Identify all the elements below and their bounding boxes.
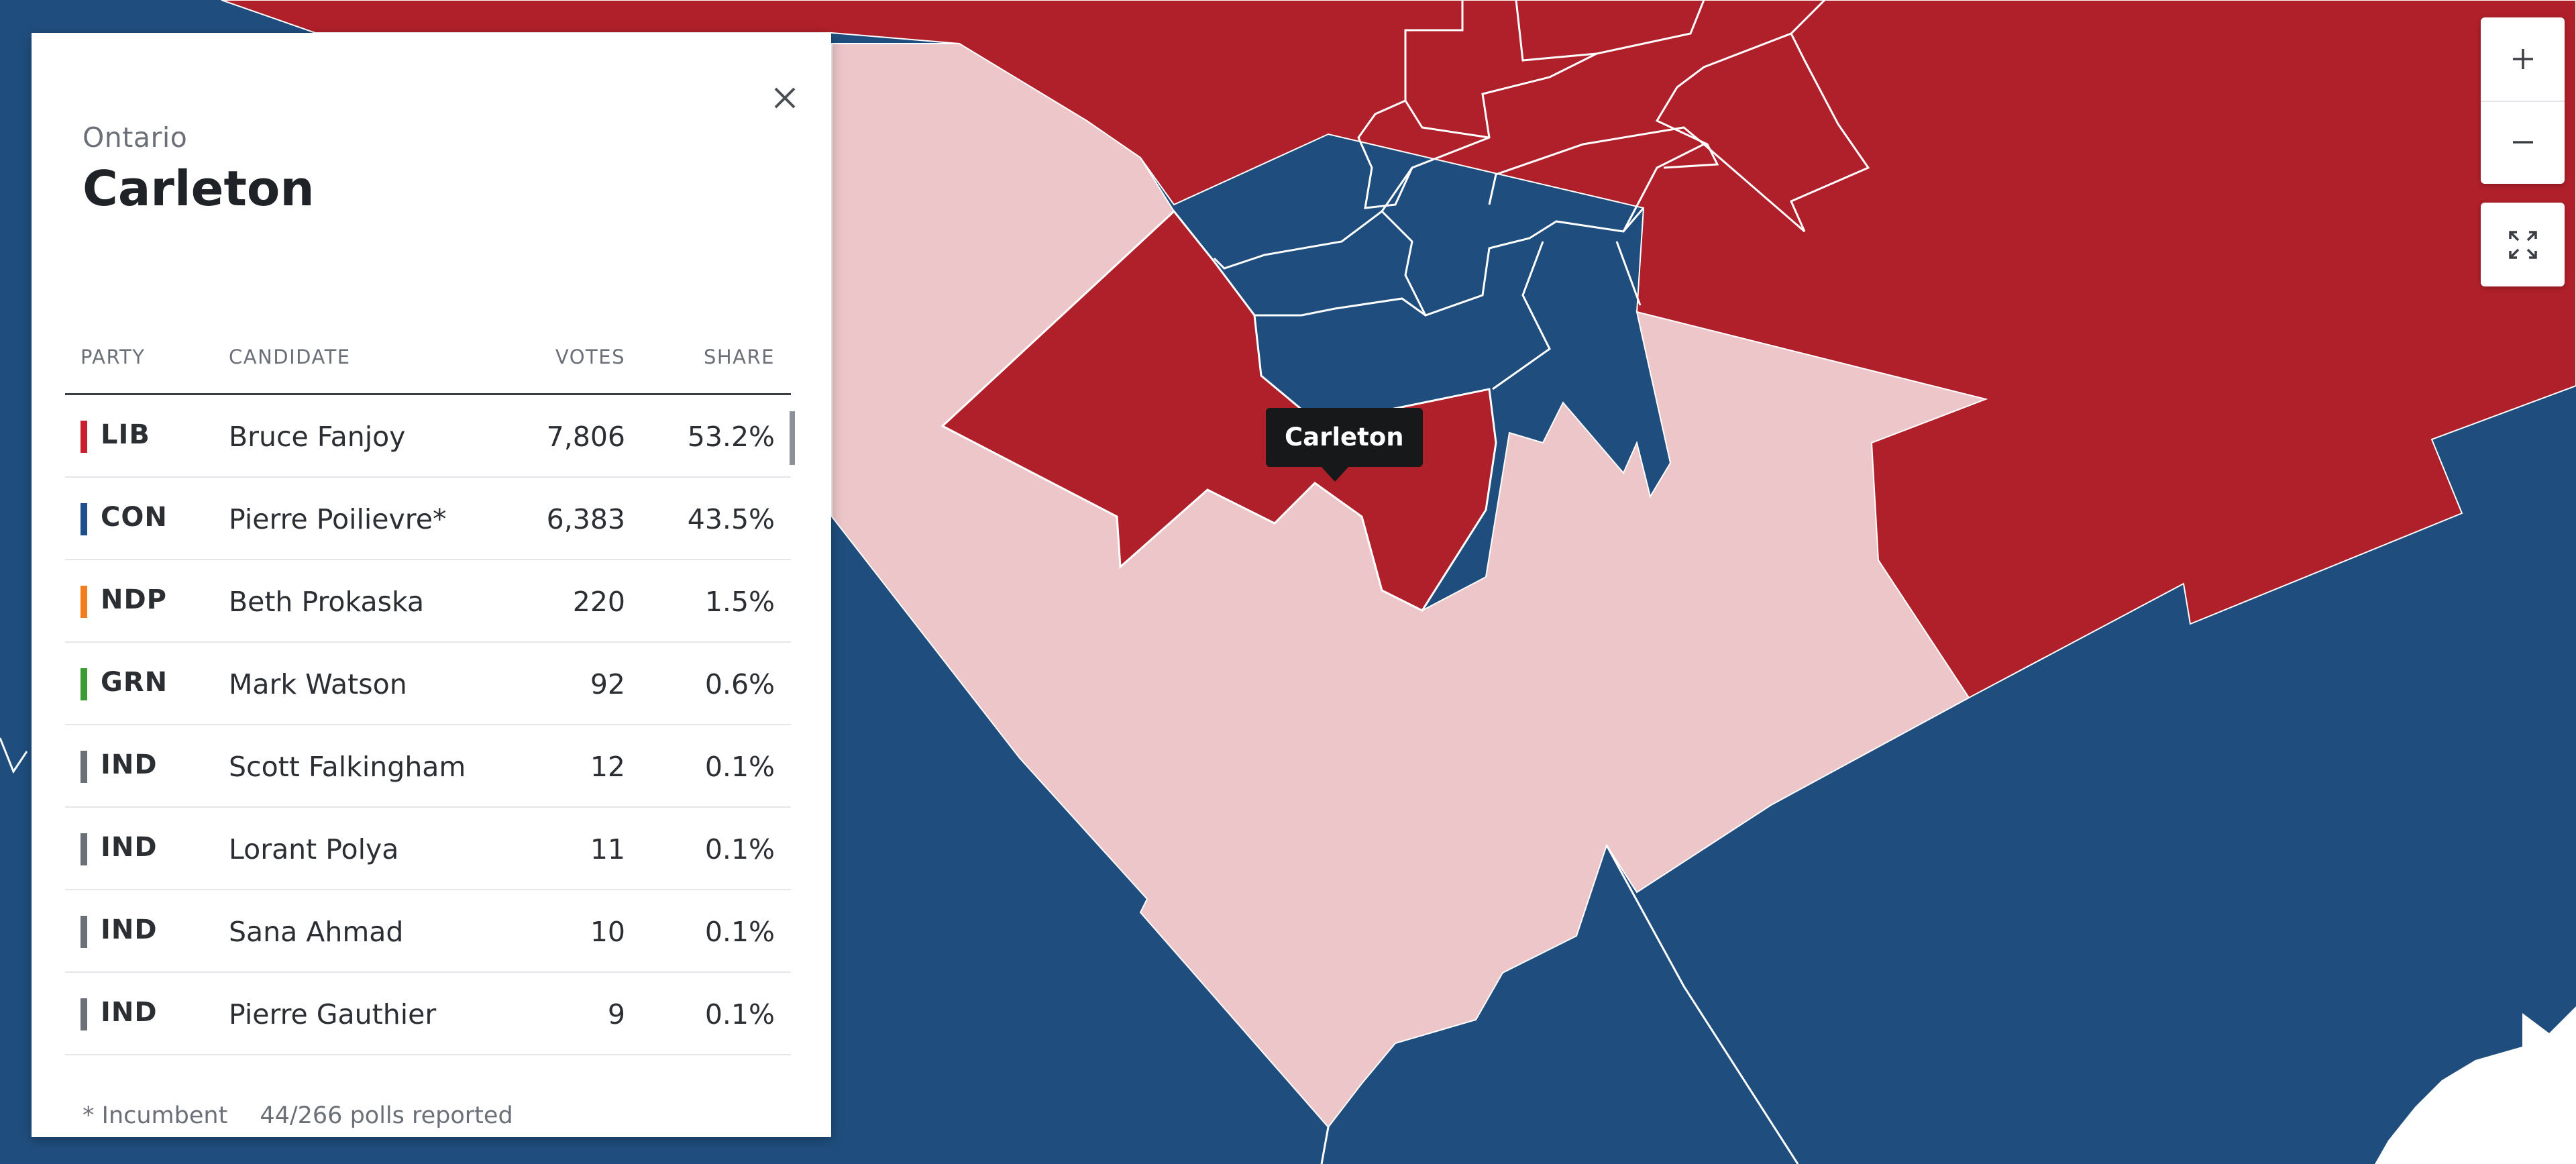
party-abbrev: IND <box>101 749 158 780</box>
expand-icon <box>2508 230 2537 259</box>
close-button[interactable] <box>763 76 807 120</box>
vote-count: 92 <box>590 668 625 700</box>
vote-share: 0.1% <box>704 833 775 865</box>
vote-share: 43.5% <box>687 503 775 535</box>
table-row[interactable]: CON Pierre Poilievre* 6,383 43.5% <box>65 478 791 560</box>
zoom-in-button[interactable] <box>2481 17 2565 102</box>
riding-results-panel: Ontario Carleton PARTY CANDIDATE VOTES S… <box>32 33 831 1137</box>
candidate-name: Pierre Gauthier <box>229 998 437 1030</box>
polls-reported: 44/266 polls reported <box>260 1102 513 1129</box>
vote-share: 1.5% <box>704 586 775 618</box>
party-abbrev: LIB <box>101 419 150 450</box>
zoom-controls <box>2481 17 2565 184</box>
party-abbrev: IND <box>101 832 158 863</box>
vote-share: 0.1% <box>704 751 775 783</box>
water-body <box>2375 1006 2576 1164</box>
vote-count: 11 <box>590 833 625 865</box>
vote-count: 12 <box>590 751 625 783</box>
plus-icon <box>2512 49 2533 69</box>
header-votes: VOTES <box>555 346 625 368</box>
vote-share: 0.1% <box>704 916 775 948</box>
close-icon <box>774 87 796 109</box>
incumbent-note: * Incumbent <box>83 1102 228 1129</box>
vote-count: 7,806 <box>546 421 625 453</box>
table-row[interactable]: IND Pierre Gauthier 9 0.1% <box>65 973 791 1055</box>
table-row[interactable]: IND Sana Ahmad 10 0.1% <box>65 890 791 973</box>
party-color-swatch <box>80 751 87 783</box>
table-row[interactable]: NDP Beth Prokaska 220 1.5% <box>65 560 791 643</box>
candidate-name: Sana Ahmad <box>229 916 404 948</box>
party-color-swatch <box>80 833 87 865</box>
vote-share: 53.2% <box>687 421 775 453</box>
party-color-swatch <box>80 998 87 1030</box>
panel-footer: * Incumbent 44/266 polls reported <box>83 1102 513 1129</box>
candidate-name: Scott Falkingham <box>229 751 466 783</box>
conservative-boundaries <box>0 737 1799 1164</box>
table-row[interactable]: LIB Bruce Fanjoy 7,806 53.2% <box>65 395 795 478</box>
table-row[interactable]: GRN Mark Watson 92 0.6% <box>65 643 791 725</box>
vote-share: 0.6% <box>704 668 775 700</box>
riding-title: Carleton <box>83 160 315 217</box>
party-abbrev: IND <box>101 997 158 1028</box>
vote-count: 10 <box>590 916 625 948</box>
zoom-out-button[interactable] <box>2481 101 2565 184</box>
candidate-name: Pierre Poilievre* <box>229 503 447 535</box>
vote-count: 220 <box>572 586 625 618</box>
minus-icon <box>2512 141 2533 144</box>
party-abbrev: IND <box>101 914 158 945</box>
candidate-name: Beth Prokaska <box>229 586 425 618</box>
header-candidate: CANDIDATE <box>229 346 351 368</box>
party-abbrev: CON <box>101 502 168 533</box>
results-rows: LIB Bruce Fanjoy 7,806 53.2% CON Pierre Poili… <box>65 395 795 1055</box>
candidate-name: Mark Watson <box>229 668 407 700</box>
riding-boundaries <box>1213 0 1870 390</box>
table-row[interactable]: IND Scott Falkingham 12 0.1% <box>65 725 791 808</box>
header-party: PARTY <box>80 346 146 368</box>
vote-count: 9 <box>607 998 625 1030</box>
party-abbrev: NDP <box>101 584 167 615</box>
vote-share: 0.1% <box>704 998 775 1030</box>
party-color-swatch <box>80 586 87 618</box>
candidate-name: Lorant Polya <box>229 833 399 865</box>
header-share: SHARE <box>703 346 775 368</box>
province-label: Ontario <box>83 121 188 154</box>
winner-indicator <box>790 411 795 465</box>
table-row[interactable]: IND Lorant Polya 11 0.1% <box>65 808 791 890</box>
party-abbrev: GRN <box>101 667 168 698</box>
party-color-swatch <box>80 421 87 453</box>
party-color-swatch <box>80 503 87 535</box>
map-tooltip: Carleton <box>1266 408 1423 467</box>
vote-count: 6,383 <box>546 503 625 535</box>
tooltip-arrow <box>1320 466 1350 482</box>
results-table: PARTY CANDIDATE VOTES SHARE LIB Bruce Fan… <box>65 336 795 1055</box>
candidate-name: Bruce Fanjoy <box>229 421 406 453</box>
party-color-swatch <box>80 668 87 700</box>
party-color-swatch <box>80 916 87 948</box>
fullscreen-button[interactable] <box>2481 203 2565 286</box>
table-header: PARTY CANDIDATE VOTES SHARE <box>65 336 791 395</box>
